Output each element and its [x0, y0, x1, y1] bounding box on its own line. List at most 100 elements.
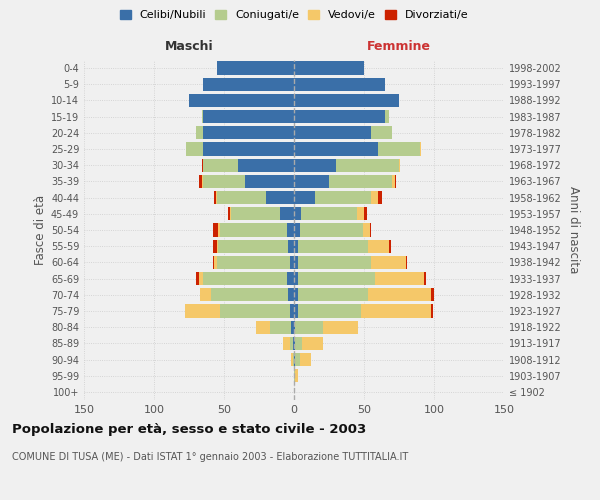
Bar: [203, 126, 294, 140]
Bar: [291, 353, 293, 366]
Bar: [256, 320, 270, 334]
Bar: [370, 224, 371, 236]
Bar: [211, 288, 289, 302]
Bar: [290, 256, 294, 269]
Bar: [406, 256, 407, 269]
Bar: [196, 126, 203, 140]
Bar: [298, 256, 371, 269]
Y-axis label: Anni di nascita: Anni di nascita: [567, 186, 580, 274]
Bar: [213, 240, 217, 253]
Bar: [214, 191, 215, 204]
Bar: [215, 191, 217, 204]
Bar: [294, 256, 298, 269]
Bar: [371, 126, 392, 140]
Bar: [199, 272, 203, 285]
Bar: [378, 142, 420, 156]
Bar: [294, 78, 385, 91]
Bar: [290, 336, 293, 350]
Bar: [203, 158, 238, 172]
Bar: [420, 142, 421, 156]
Bar: [315, 191, 371, 204]
Bar: [220, 224, 287, 236]
Y-axis label: Fasce di età: Fasce di età: [34, 195, 47, 265]
Bar: [299, 353, 311, 366]
Bar: [299, 224, 362, 236]
Bar: [294, 94, 399, 107]
Bar: [302, 336, 323, 350]
Bar: [431, 288, 434, 302]
Bar: [298, 272, 375, 285]
Bar: [298, 288, 368, 302]
Bar: [293, 336, 294, 350]
Bar: [283, 336, 290, 350]
Bar: [293, 353, 294, 366]
Bar: [294, 320, 295, 334]
Bar: [329, 175, 392, 188]
Bar: [294, 191, 315, 204]
Bar: [280, 207, 294, 220]
Bar: [364, 207, 367, 220]
Bar: [289, 288, 294, 302]
Bar: [289, 240, 294, 253]
Bar: [203, 175, 245, 188]
Bar: [218, 240, 289, 253]
Text: Popolazione per età, sesso e stato civile - 2003: Popolazione per età, sesso e stato civil…: [12, 422, 366, 436]
Bar: [294, 336, 295, 350]
Bar: [371, 191, 378, 204]
Text: Maschi: Maschi: [164, 40, 214, 52]
Bar: [217, 256, 290, 269]
Bar: [362, 224, 370, 236]
Bar: [189, 94, 294, 107]
Bar: [294, 353, 295, 366]
Bar: [294, 126, 371, 140]
Bar: [378, 191, 382, 204]
Bar: [294, 175, 329, 188]
Bar: [301, 207, 357, 220]
Bar: [295, 320, 323, 334]
Bar: [287, 272, 294, 285]
Bar: [270, 320, 291, 334]
Bar: [245, 175, 294, 188]
Bar: [295, 369, 298, 382]
Bar: [336, 158, 399, 172]
Bar: [231, 207, 280, 220]
Bar: [213, 256, 214, 269]
Bar: [217, 62, 294, 74]
Bar: [290, 304, 294, 318]
Bar: [294, 240, 298, 253]
Bar: [203, 272, 287, 285]
Bar: [294, 158, 336, 172]
Bar: [294, 369, 295, 382]
Bar: [238, 158, 294, 172]
Bar: [217, 240, 218, 253]
Bar: [294, 142, 378, 156]
Bar: [371, 256, 406, 269]
Bar: [392, 175, 395, 188]
Bar: [185, 304, 220, 318]
Bar: [298, 240, 368, 253]
Bar: [424, 272, 425, 285]
Bar: [203, 78, 294, 91]
Bar: [357, 207, 364, 220]
Bar: [294, 62, 364, 74]
Text: COMUNE DI TUSA (ME) - Dati ISTAT 1° gennaio 2003 - Elaborazione TUTTITALIA.IT: COMUNE DI TUSA (ME) - Dati ISTAT 1° genn…: [12, 452, 408, 462]
Bar: [294, 110, 385, 124]
Bar: [295, 336, 302, 350]
Bar: [196, 272, 199, 285]
Bar: [214, 256, 217, 269]
Bar: [202, 110, 203, 124]
Bar: [199, 175, 202, 188]
Bar: [294, 224, 299, 236]
Bar: [291, 320, 294, 334]
Bar: [368, 240, 389, 253]
Bar: [395, 175, 396, 188]
Bar: [298, 304, 361, 318]
Bar: [294, 272, 298, 285]
Bar: [202, 158, 203, 172]
Bar: [287, 224, 294, 236]
Bar: [294, 288, 298, 302]
Bar: [399, 158, 400, 172]
Bar: [266, 191, 294, 204]
Legend: Celibi/Nubili, Coniugati/e, Vedovi/e, Divorziati/e: Celibi/Nubili, Coniugati/e, Vedovi/e, Di…: [115, 6, 473, 25]
Bar: [431, 304, 433, 318]
